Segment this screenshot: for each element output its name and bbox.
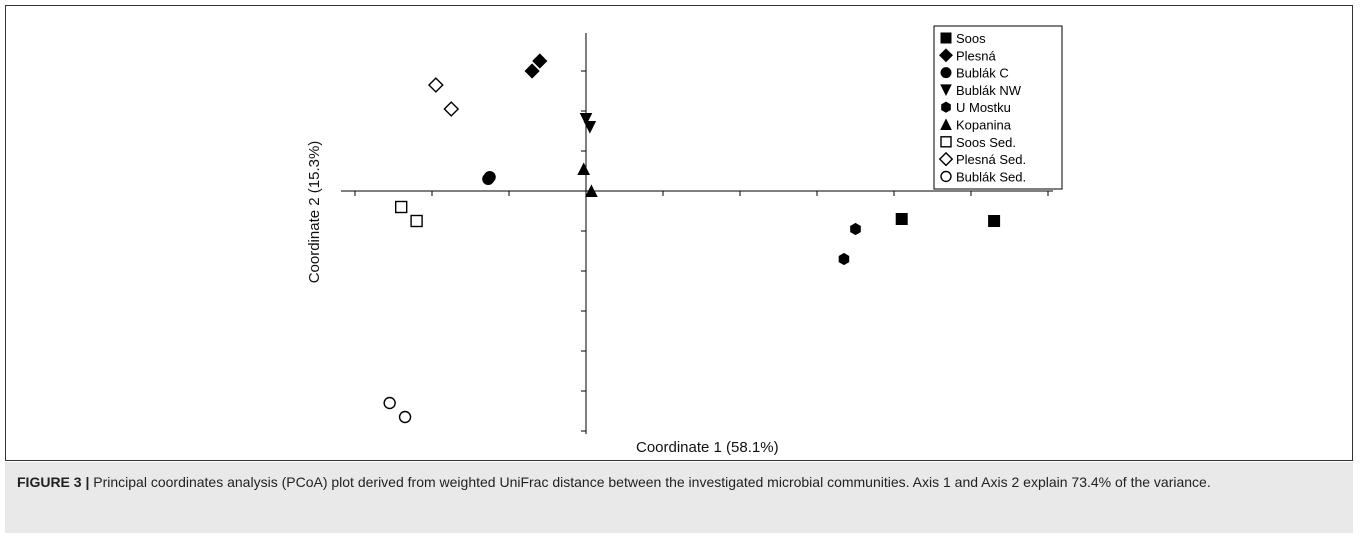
legend-marker-u-mostku [941, 101, 951, 113]
y-axis-title: Coordinate 2 (15.3%) [306, 141, 323, 284]
caption-text: Principal coordinates analysis (PCoA) pl… [89, 474, 1211, 490]
point-bublak-sed [383, 396, 396, 410]
point-plesna-sed [427, 77, 444, 93]
figure-panel: Coordinate 1 (58.1%) Coordinate 2 (15.3%… [5, 5, 1353, 461]
point-plesna [532, 53, 548, 69]
legend-label-u-mostku: U Mostku [956, 100, 1011, 115]
x-axis-title: Coordinate 1 (58.1%) [636, 439, 779, 456]
axes [341, 33, 1053, 434]
legend-label-plesna: Plesná [956, 48, 997, 63]
point-kopanina [577, 162, 590, 175]
point-u-mostku [838, 252, 850, 266]
legend-marker-soos [940, 32, 952, 44]
point-kopanina [585, 184, 598, 197]
caption-label: FIGURE 3 | [17, 474, 90, 490]
legend-label-soos-sed: Soos Sed. [956, 135, 1016, 150]
legend: Soos Plesná Bublák C Bublák NW U Mostku Kopan… [933, 25, 1063, 190]
legend-marker-plesna-sed [938, 151, 954, 167]
point-soos-sed [410, 214, 423, 228]
point-soos [988, 215, 1001, 227]
point-u-mostku [850, 222, 861, 236]
point-plesna [524, 63, 540, 79]
point-bublak-c [483, 171, 496, 183]
legend-label-bublak-nw: Bublák NW [956, 83, 1022, 98]
point-soos-sed [395, 200, 408, 214]
legend-label-plesna-sed: Plesná Sed. [956, 152, 1026, 167]
legend-marker-bublak-sed [940, 170, 952, 183]
legend-marker-bublak-c [940, 67, 952, 79]
legend-label-soos: Soos [956, 31, 986, 46]
data-points [383, 53, 1001, 424]
pcoa-scatter-chart: Coordinate 1 (58.1%) Coordinate 2 (15.3%… [306, 25, 1063, 456]
point-bublak-nw [579, 113, 593, 126]
legend-label-kopanina: Kopanina [956, 118, 1012, 133]
point-soos [895, 213, 908, 225]
legend-box [933, 25, 1063, 190]
point-plesna-sed [443, 101, 460, 117]
legend-marker-kopanina [940, 118, 952, 130]
legend-label-bublak-sed: Bublák Sed. [956, 169, 1026, 184]
legend-label-bublak-c: Bublák C [956, 66, 1009, 81]
figure-caption: FIGURE 3 | Principal coordinates analysi… [5, 462, 1353, 533]
legend-marker-plesna [939, 48, 953, 63]
legend-marker-soos-sed [940, 136, 952, 148]
point-bublak-sed [398, 410, 412, 424]
legend-marker-bublak-nw [940, 84, 952, 97]
point-bublak-nw [583, 121, 597, 134]
